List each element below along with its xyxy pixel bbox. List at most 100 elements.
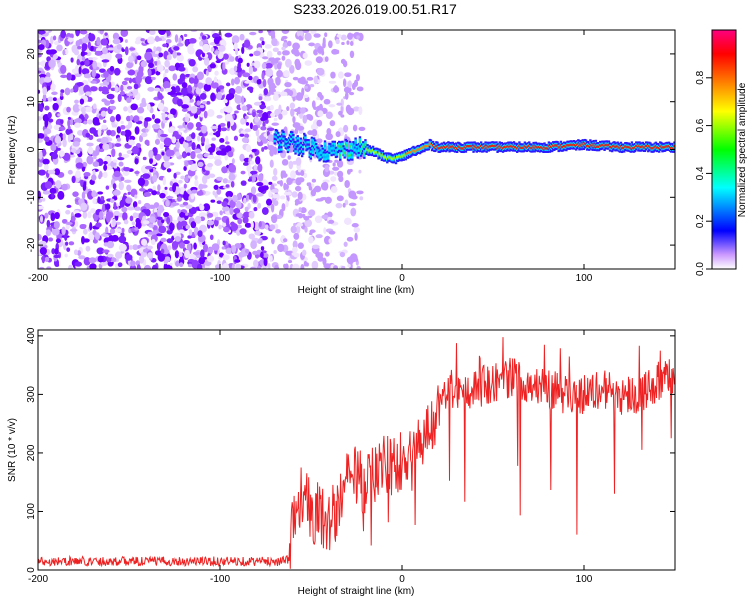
snr-x-ticks-label-3: 100 [576, 574, 593, 585]
noise-speckle [255, 113, 259, 118]
noise-speckle [258, 221, 262, 228]
noise-speckle [106, 129, 112, 136]
noise-speckle [47, 169, 56, 175]
track-core [280, 145, 283, 149]
noise-speckle [188, 229, 193, 236]
noise-speckle [108, 142, 113, 149]
noise-speckle [60, 64, 67, 74]
noise-speckle [67, 119, 71, 128]
noise-speckle [211, 243, 220, 251]
noise-speckle [290, 170, 297, 180]
noise-speckle [313, 49, 319, 56]
noise-speckle [126, 61, 134, 69]
noise-speckle [101, 124, 108, 130]
noise-speckle [49, 35, 54, 45]
spectrogram-y-ticks-label-4: 20 [26, 48, 37, 60]
noise-speckle [103, 71, 109, 78]
noise-speckle [181, 104, 189, 109]
noise-speckle [205, 191, 211, 195]
noise-speckle [78, 86, 85, 95]
noise-speckle [333, 86, 340, 93]
noise-speckle [210, 199, 216, 203]
noise-speckle [311, 244, 320, 249]
noise-speckle [115, 53, 123, 59]
noise-speckle [328, 104, 336, 108]
colorbar-ticks: 0.0 0.2 0.4 0.6 0.8 [695, 70, 712, 276]
noise-speckle [148, 204, 156, 209]
noise-speckle [67, 134, 71, 143]
noise-speckle [128, 245, 134, 250]
noise-speckle [292, 160, 298, 165]
spectrogram-y-ticks: -20 -10 0 10 20 [26, 48, 675, 252]
noise-speckle [249, 31, 257, 36]
noise-speckle [242, 72, 251, 78]
noise-speckle [102, 203, 106, 213]
noise-speckle [220, 127, 228, 132]
noise-speckle [71, 148, 77, 153]
noise-speckle [254, 117, 260, 123]
noise-speckle [91, 174, 97, 181]
noise-speckle [316, 138, 323, 144]
noise-speckle [152, 185, 157, 191]
noise-speckle [264, 44, 272, 49]
noise-speckle [98, 148, 105, 153]
noise-speckle [292, 246, 298, 253]
noise-speckle [216, 188, 222, 195]
noise-speckle [201, 52, 205, 58]
noise-speckle [336, 195, 344, 202]
noise-speckle [97, 255, 104, 263]
noise-speckle [291, 252, 298, 256]
noise-speckle [308, 42, 315, 47]
noise-speckle [292, 42, 300, 51]
noise-speckle [51, 227, 60, 236]
noise-speckle [288, 160, 294, 170]
noise-speckle [356, 86, 364, 92]
noise-speckle [281, 55, 286, 61]
noise-speckle [118, 243, 127, 252]
snr-x-ticks-label-2: 0 [399, 574, 405, 585]
noise-speckle [306, 76, 314, 81]
noise-speckle [38, 266, 45, 269]
noise-speckle [241, 137, 250, 143]
noise-speckle [298, 35, 303, 41]
noise-speckle [43, 128, 52, 135]
noise-speckle [147, 36, 155, 45]
noise-speckle [113, 210, 120, 216]
noise-speckle [225, 247, 233, 255]
noise-speckle [44, 181, 53, 189]
noise-speckle [265, 62, 273, 69]
noise-speckle [120, 124, 126, 130]
noise-speckle [347, 80, 353, 89]
noise-speckle [62, 138, 67, 148]
noise-speckle [42, 190, 51, 195]
noise-speckle [72, 141, 80, 147]
noise-speckle [214, 70, 219, 76]
noise-speckle [244, 115, 249, 120]
noise-speckle [175, 141, 180, 150]
noise-speckle [92, 60, 98, 70]
noise-speckle [83, 172, 91, 177]
noise-speckle [296, 106, 302, 115]
noise-speckle [75, 162, 84, 169]
noise-speckle [270, 203, 275, 213]
noise-speckle [309, 229, 316, 234]
noise-speckle [349, 168, 353, 173]
noise-speckle [181, 87, 190, 97]
noise-speckle [181, 82, 188, 89]
noise-speckle [332, 162, 336, 167]
noise-speckle [151, 190, 158, 196]
track-core [276, 136, 280, 139]
noise-speckle [94, 232, 100, 241]
noise-speckle [143, 119, 149, 129]
noise-speckle [192, 251, 200, 256]
noise-speckle [144, 76, 153, 85]
figure-title: S233.2026.019.00.51.R17 [293, 1, 457, 17]
noise-speckle [201, 35, 207, 40]
noise-speckle [261, 147, 265, 152]
noise-speckle [84, 59, 90, 66]
noise-speckle [162, 177, 166, 186]
noise-speckle [127, 69, 136, 76]
noise-speckle [288, 89, 294, 97]
track-core [298, 147, 302, 151]
noise-speckle [235, 200, 242, 209]
